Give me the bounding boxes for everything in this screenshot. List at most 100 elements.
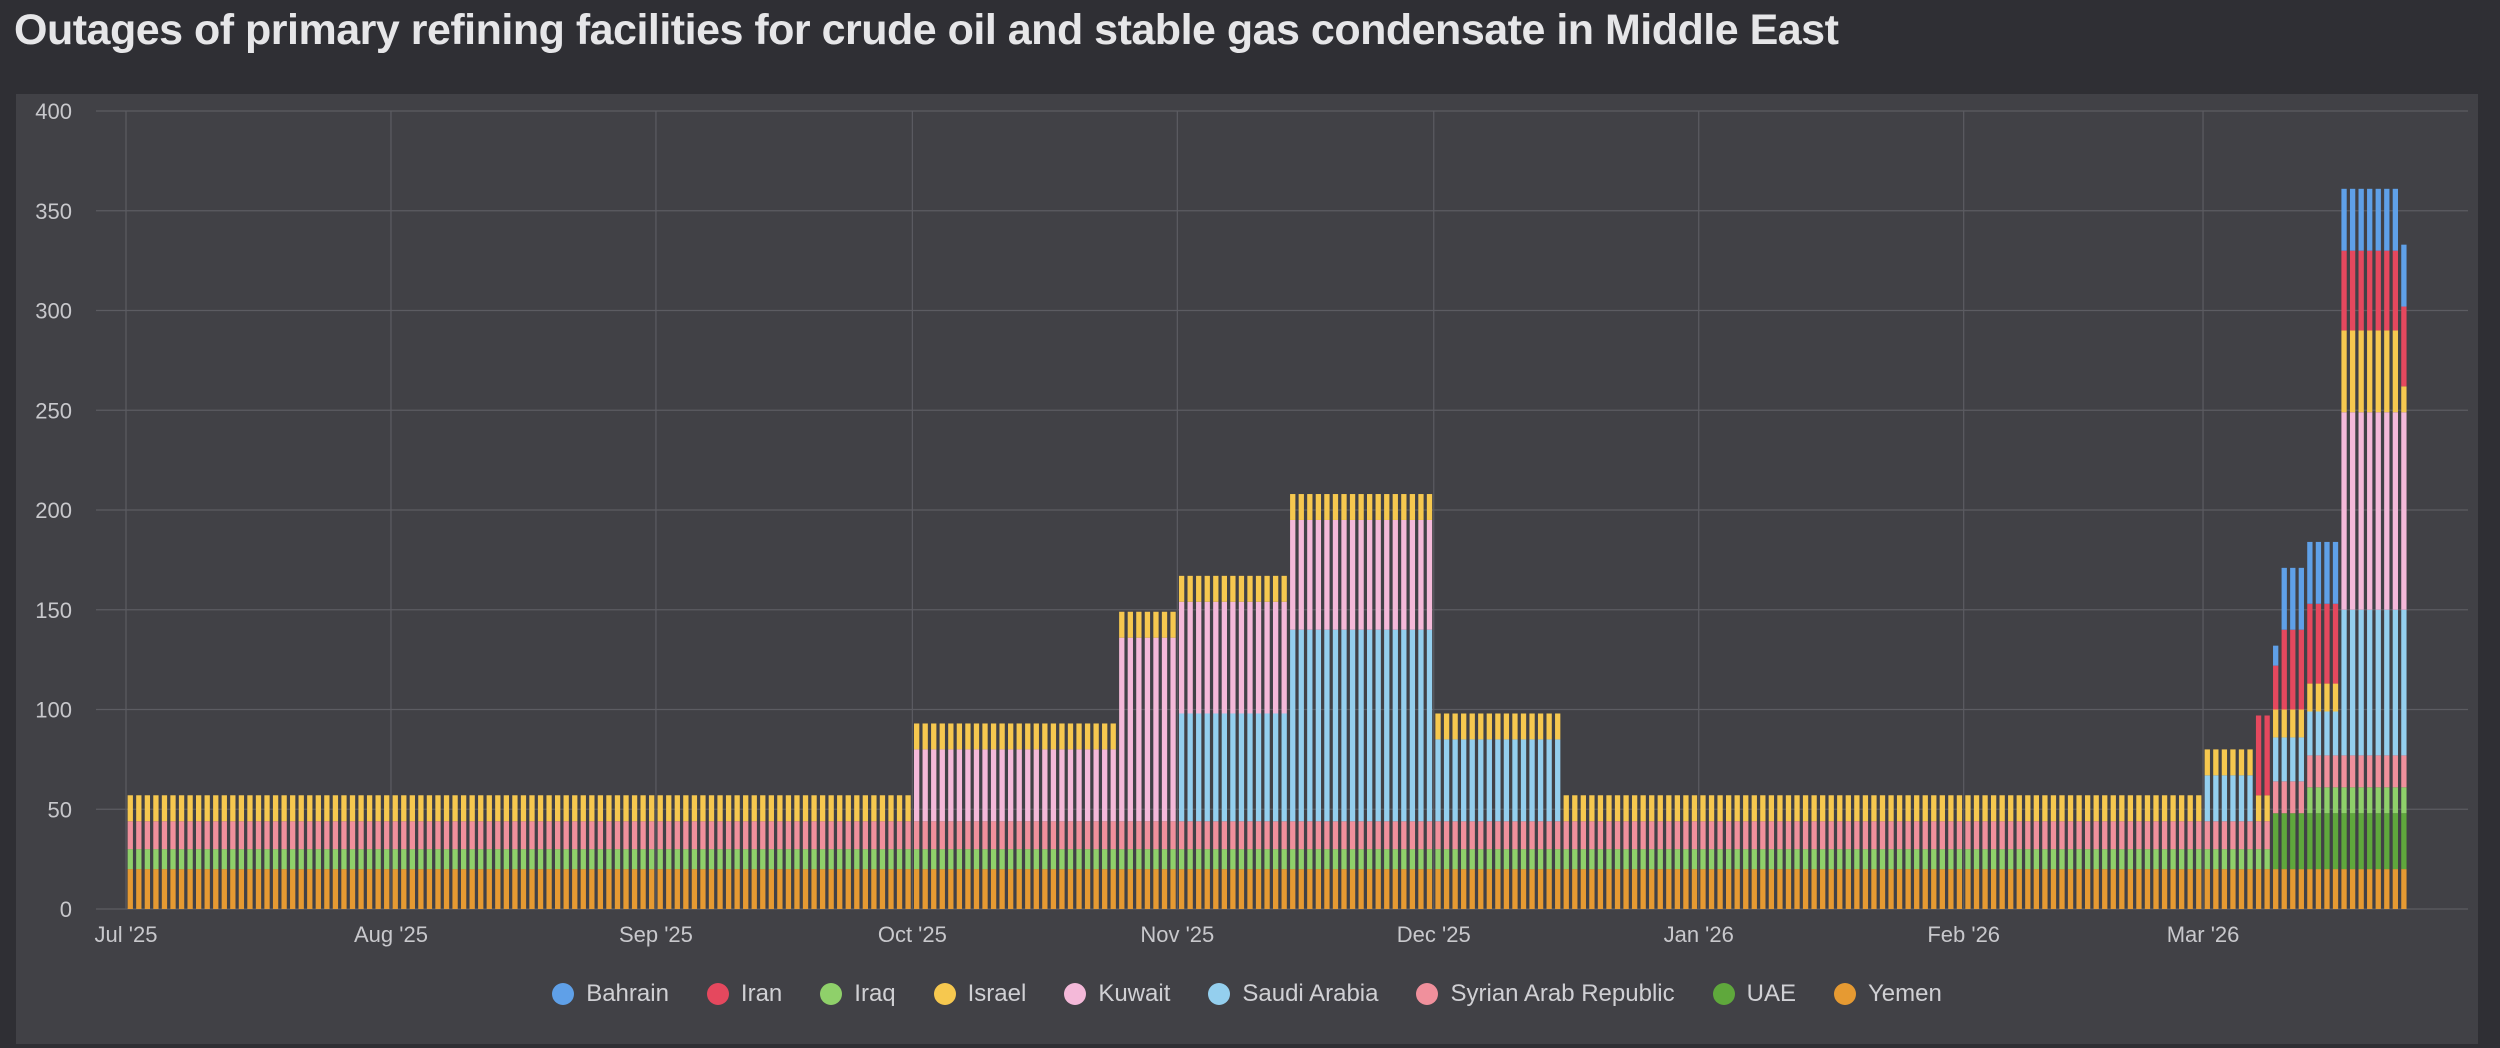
bar-segment-kuwait[interactable] (1136, 637, 1142, 822)
bar-segment-yemen[interactable] (469, 869, 475, 909)
bar-segment-israel[interactable] (649, 795, 655, 822)
bar-segment-kuwait[interactable] (2384, 412, 2390, 610)
bar-segment-saudi-arabia[interactable] (2341, 609, 2347, 756)
bar-segment-syrian-arab-republic[interactable] (580, 821, 586, 850)
bar-segment-israel[interactable] (879, 795, 886, 822)
bar-segment-syrian-arab-republic[interactable] (512, 821, 518, 850)
bar-segment-yemen[interactable] (1008, 869, 1014, 909)
bar-segment-yemen[interactable] (2349, 869, 2356, 909)
bar-segment-iraq[interactable] (1751, 849, 1757, 870)
bar-segment-iraq[interactable] (204, 849, 210, 870)
bar-segment-iraq[interactable] (2042, 849, 2048, 870)
bar-segment-israel[interactable] (1726, 795, 1732, 822)
bar-segment-syrian-arab-republic[interactable] (1820, 821, 1826, 850)
bar-segment-iraq[interactable] (1734, 849, 1740, 870)
bar-segment-iraq[interactable] (563, 849, 569, 870)
bar-segment-israel[interactable] (683, 795, 689, 822)
bar-segment-israel[interactable] (1093, 723, 1099, 750)
bar-segment-israel[interactable] (486, 795, 492, 822)
bar-segment-yemen[interactable] (1050, 869, 1057, 909)
bar-segment-syrian-arab-republic[interactable] (1691, 821, 1698, 850)
bar-segment-iraq[interactable] (2264, 849, 2270, 870)
bar-segment-iraq[interactable] (1290, 849, 1296, 870)
bar-segment-syrian-arab-republic[interactable] (1546, 821, 1552, 850)
bar-segment-yemen[interactable] (324, 869, 330, 909)
bar-segment-israel[interactable] (1025, 723, 1031, 750)
bar-segment-israel[interactable] (2290, 709, 2296, 738)
bar-segment-iraq[interactable] (683, 849, 689, 870)
bar-segment-iraq[interactable] (1204, 849, 1210, 870)
bar-segment-kuwait[interactable] (1358, 519, 1364, 630)
bar-segment-saudi-arabia[interactable] (1555, 739, 1561, 822)
bar-segment-israel[interactable] (1076, 723, 1082, 750)
bar-segment-syrian-arab-republic[interactable] (503, 821, 510, 850)
bar-segment-syrian-arab-republic[interactable] (2392, 755, 2398, 788)
bar-segment-iraq[interactable] (486, 849, 492, 870)
bar-segment-saudi-arabia[interactable] (1196, 713, 1202, 822)
bar-segment-israel[interactable] (1255, 575, 1262, 602)
bar-segment-iraq[interactable] (1537, 849, 1544, 870)
bar-segment-iraq[interactable] (2196, 849, 2202, 870)
bar-segment-iraq[interactable] (2221, 849, 2228, 870)
bar-segment-israel[interactable] (734, 795, 740, 822)
bar-segment-israel[interactable] (589, 795, 595, 822)
bar-segment-israel[interactable] (2307, 683, 2313, 712)
bar-segment-yemen[interactable] (1922, 869, 1928, 909)
bar-segment-syrian-arab-republic[interactable] (1785, 821, 1792, 850)
bar-segment-iraq[interactable] (657, 849, 663, 870)
bar-segment-yemen[interactable] (1315, 869, 1322, 909)
bar-segment-yemen[interactable] (1537, 869, 1544, 909)
bar-segment-yemen[interactable] (2230, 869, 2236, 909)
bar-segment-uae[interactable] (2324, 813, 2330, 870)
bar-segment-syrian-arab-republic[interactable] (1537, 821, 1544, 850)
bar-segment-kuwait[interactable] (1230, 601, 1236, 714)
bar-segment-kuwait[interactable] (1324, 519, 1330, 630)
bar-segment-saudi-arabia[interactable] (1452, 739, 1458, 822)
bar-segment-iraq[interactable] (597, 849, 604, 870)
bar-segment-syrian-arab-republic[interactable] (777, 821, 783, 850)
bar-segment-iraq[interactable] (1461, 849, 1467, 870)
bar-segment-israel[interactable] (990, 723, 997, 750)
bar-segment-yemen[interactable] (589, 869, 595, 909)
bar-segment-kuwait[interactable] (948, 749, 954, 822)
bar-segment-yemen[interactable] (2332, 869, 2339, 909)
bar-segment-kuwait[interactable] (1178, 601, 1185, 714)
bar-segment-israel[interactable] (939, 723, 945, 750)
bar-segment-israel[interactable] (871, 795, 877, 822)
bar-segment-yemen[interactable] (1384, 869, 1390, 909)
bar-segment-yemen[interactable] (2375, 869, 2381, 909)
bar-segment-iraq[interactable] (1520, 849, 1527, 870)
bar-segment-syrian-arab-republic[interactable] (631, 821, 638, 850)
bar-segment-israel[interactable] (324, 795, 330, 822)
bar-segment-iraq[interactable] (1708, 849, 1715, 870)
bar-segment-syrian-arab-republic[interactable] (2170, 821, 2176, 850)
bar-segment-iraq[interactable] (238, 849, 245, 870)
bar-segment-yemen[interactable] (1520, 869, 1527, 909)
bar-segment-syrian-arab-republic[interactable] (144, 821, 151, 850)
bar-segment-yemen[interactable] (1084, 869, 1091, 909)
bar-segment-iraq[interactable] (1905, 849, 1911, 870)
bar-segment-iraq[interactable] (349, 849, 356, 870)
bar-segment-israel[interactable] (2204, 749, 2210, 776)
bar-segment-iraq[interactable] (2025, 849, 2031, 870)
bar-segment-iraq[interactable] (708, 849, 715, 870)
bar-segment-yemen[interactable] (478, 869, 484, 909)
bar-segment-saudi-arabia[interactable] (2392, 609, 2398, 756)
bar-segment-iraq[interactable] (1666, 849, 1672, 870)
bar-segment-syrian-arab-republic[interactable] (1008, 821, 1014, 850)
bar-segment-yemen[interactable] (384, 869, 390, 909)
bar-segment-israel[interactable] (2153, 795, 2159, 822)
bar-segment-yemen[interactable] (221, 869, 227, 909)
bar-segment-israel[interactable] (580, 795, 586, 822)
bar-segment-israel[interactable] (2050, 795, 2057, 822)
bar-segment-yemen[interactable] (1726, 869, 1732, 909)
bar-segment-israel[interactable] (1238, 575, 1245, 602)
bar-segment-israel[interactable] (546, 795, 552, 822)
bar-segment-syrian-arab-republic[interactable] (2042, 821, 2048, 850)
bar-segment-yemen[interactable] (443, 869, 450, 909)
bar-segment-syrian-arab-republic[interactable] (1418, 821, 1424, 850)
bar-segment-israel[interactable] (674, 795, 680, 822)
bar-segment-yemen[interactable] (1196, 869, 1202, 909)
bar-segment-syrian-arab-republic[interactable] (1708, 821, 1715, 850)
bar-segment-iraq[interactable] (1555, 849, 1561, 870)
